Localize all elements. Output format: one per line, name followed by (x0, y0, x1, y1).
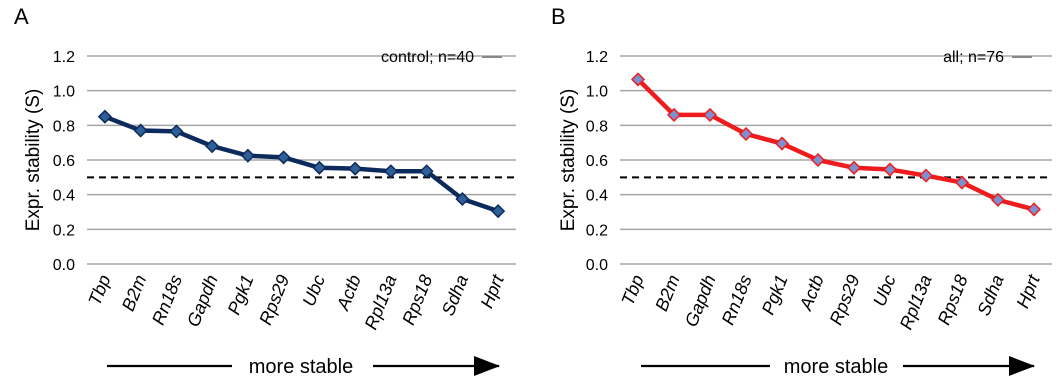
x-tick-label: Rps18 (398, 272, 436, 328)
data-point-marker (97, 109, 112, 124)
data-point-marker (205, 139, 220, 154)
x-tick-label: Rpl13a (361, 272, 401, 332)
arrow-label-b: more stable (784, 356, 889, 378)
x-tick-label: Gapdh (183, 272, 222, 330)
arrow-label-a: more stable (249, 356, 354, 378)
data-point-marker (738, 126, 754, 142)
y-tick-label: 1.2 (586, 49, 608, 66)
y-tick-label: 1.2 (53, 49, 75, 66)
panel-a: A Expr. stability (S) 0.0 0.2 0.4 0.6 0.8 1.0… (14, 4, 516, 378)
y-tick-label: 0.2 (53, 222, 75, 239)
data-point-marker (774, 136, 790, 151)
data-point-marker (491, 204, 506, 219)
data-point-marker (133, 123, 148, 138)
grid-a (87, 55, 516, 265)
y-tick-label: 0.2 (586, 222, 608, 239)
x-tick-label: Ubc (869, 272, 900, 309)
data-point-marker (702, 107, 718, 122)
y-tick-label: 0.4 (53, 188, 75, 205)
data-point-marker (348, 161, 363, 176)
x-tick-label: Rps29 (826, 272, 864, 328)
legend-a: control; n=40 (381, 49, 474, 66)
x-tick-label: Pgk1 (758, 272, 792, 318)
x-tick-label: Tbp (84, 272, 114, 308)
y-ticks-b: 0.0 0.2 0.4 0.6 0.8 1.0 1.2 (586, 49, 608, 274)
x-tick-label: Gapdh (681, 272, 720, 330)
y-tick-label: 0.8 (586, 118, 608, 135)
data-point-marker (954, 175, 970, 190)
x-tick-label: B2m (651, 272, 683, 314)
x-tick-label: Hprt (1012, 271, 1044, 311)
panel-letter-a: A (14, 4, 29, 29)
data-point-marker (882, 162, 898, 177)
x-tick-label: Rn18s (718, 272, 756, 328)
data-point-marker (276, 150, 291, 165)
x-tick-label: Rps29 (255, 272, 293, 328)
x-tick-label: Sdha (973, 272, 1007, 318)
y-tick-label: 1.0 (53, 84, 75, 101)
data-point-marker (240, 148, 255, 163)
series-line (636, 77, 1035, 212)
y-tick-label: 0.0 (586, 257, 608, 274)
data-point-marker (990, 192, 1006, 207)
y-axis-title-b: Expr. stability (S) (558, 89, 579, 232)
y-ticks-a: 0.0 0.2 0.4 0.6 0.8 1.0 1.2 (53, 49, 75, 274)
data-point-marker (383, 164, 398, 179)
y-tick-label: 0.4 (586, 188, 608, 205)
x-tick-label: Tbp (618, 272, 648, 308)
series-b (630, 72, 1042, 217)
x-tick-label: Actb (795, 272, 827, 314)
x-tick-label: Hprt (477, 271, 509, 311)
panel-b: B Expr. stability (S) 0.0 0.2 0.4 0.6 0.8 1.0… (551, 4, 1052, 378)
grid-b (620, 55, 1052, 265)
data-point-marker (169, 124, 184, 139)
x-tick-label: B2m (118, 272, 150, 314)
data-point-marker (666, 107, 682, 122)
y-tick-label: 0.6 (53, 153, 75, 170)
data-point-marker (419, 164, 434, 179)
y-tick-label: 0.6 (586, 153, 608, 170)
panel-letter-b: B (551, 4, 566, 29)
x-tick-label: Rn18s (148, 272, 186, 328)
x-tick-label: Sdha (438, 272, 472, 318)
data-point-marker (455, 191, 470, 207)
data-point-marker (846, 160, 862, 175)
y-axis-title-a: Expr. stability (S) (23, 89, 44, 232)
data-point-marker (312, 160, 327, 175)
series-a (97, 109, 506, 219)
y-tick-label: 0.0 (53, 257, 75, 274)
x-tick-label: Ubc (299, 272, 330, 309)
y-tick-label: 1.0 (586, 84, 608, 101)
data-point-marker (1026, 202, 1042, 217)
legend-b: all; n=76 (943, 49, 1004, 66)
data-point-marker (918, 168, 934, 183)
y-tick-label: 0.8 (53, 118, 75, 135)
x-tick-label: Rps18 (934, 272, 972, 328)
x-tick-label: Actb (332, 272, 364, 314)
series-line (104, 114, 499, 214)
data-point-marker (630, 72, 646, 87)
data-point-marker (810, 152, 826, 168)
x-tick-label: Rpl13a (896, 272, 936, 332)
x-tick-label: Pgk1 (224, 272, 258, 318)
